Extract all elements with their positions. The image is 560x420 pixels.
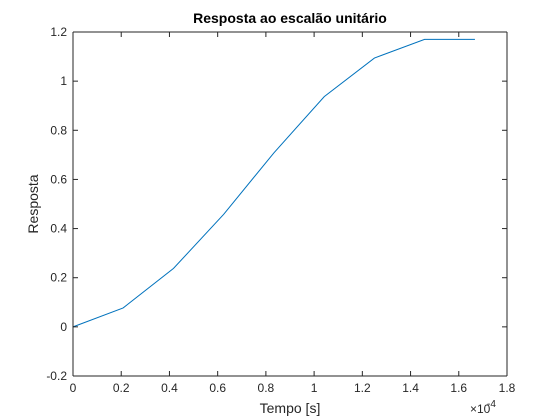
ticks-layer: 0 0.2 0.4 0.6 0.8 1 1.2 1.4 1.6 1.8-0.200.20.40.6… <box>46 25 515 395</box>
x-multiplier-base: ×10 <box>470 402 491 416</box>
y-tick-label: 1 <box>60 74 67 88</box>
x-tick-label: 1.2 <box>354 381 371 395</box>
x-multiplier-exponent: -4 <box>487 399 496 410</box>
plot-area <box>73 32 507 376</box>
x-tick-label: 0 <box>70 381 77 395</box>
x-axis-multiplier: ×10 -4 <box>470 399 496 416</box>
x-tick-label: 0.6 <box>209 381 226 395</box>
x-axis-label: Tempo [s] <box>260 400 321 416</box>
y-tick-label: 0.8 <box>50 123 67 137</box>
y-tick-label: 0.4 <box>50 222 67 236</box>
x-tick-label: 0.4 <box>161 381 178 395</box>
y-tick-label: -0.2 <box>46 369 67 383</box>
y-tick-label: 0.6 <box>50 172 67 186</box>
x-tick-label: 1 <box>311 381 318 395</box>
y-tick-label: 0.2 <box>50 271 67 285</box>
x-tick-label: 0.2 <box>113 381 130 395</box>
x-tick-label: 1.8 <box>499 381 516 395</box>
x-tick-label: 1.4 <box>402 381 419 395</box>
x-tick-label: 1.6 <box>450 381 467 395</box>
y-axis-label: Resposta <box>25 174 41 233</box>
chart-title: Resposta ao escalão unitário <box>193 10 387 26</box>
y-tick-label: 1.2 <box>50 25 67 39</box>
x-tick-label: 0.8 <box>258 381 275 395</box>
y-tick-label: 0 <box>60 320 67 334</box>
axes-layer <box>72 31 508 377</box>
